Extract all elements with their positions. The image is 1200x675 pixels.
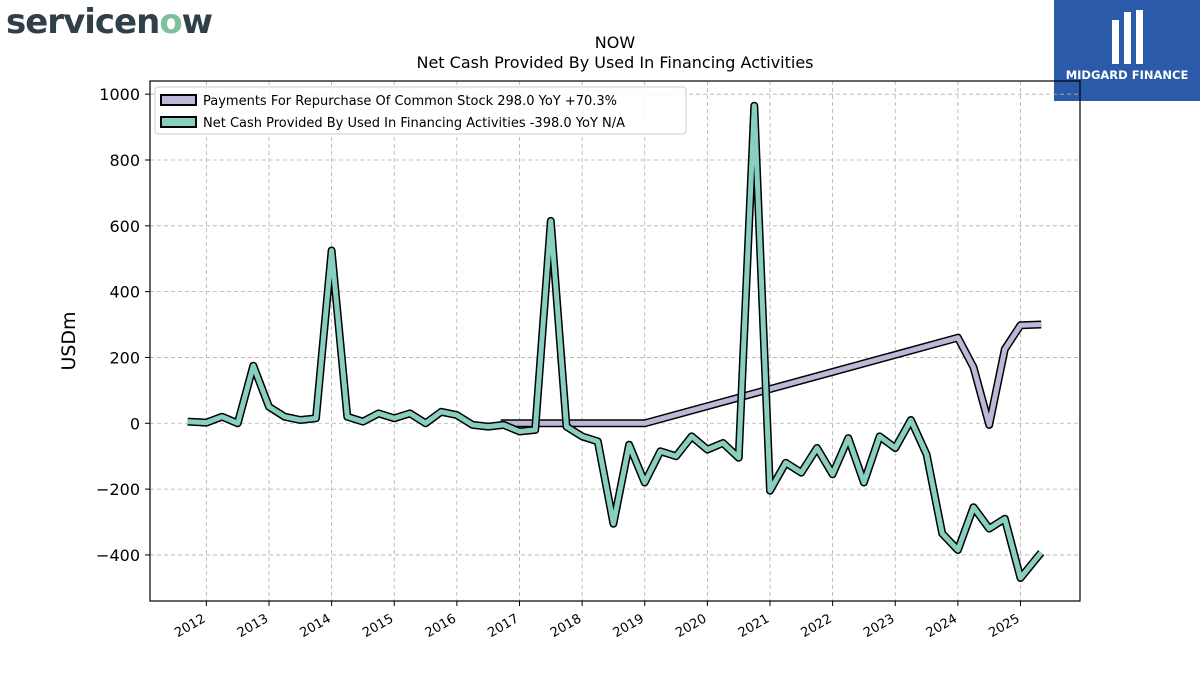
legend-swatch — [160, 94, 197, 106]
y-tick-label: 600 — [109, 217, 140, 236]
y-tick-label: 1000 — [99, 85, 140, 104]
x-tick-label: 2015 — [360, 611, 396, 641]
midgard-finance-logo: MIDGARD FINANCE — [1054, 0, 1200, 101]
y-tick-label: 0 — [130, 414, 140, 433]
legend-box — [154, 86, 687, 135]
series-line — [187, 103, 1044, 581]
x-tick-label: 2021 — [736, 611, 772, 641]
x-tick-label: 2012 — [172, 611, 208, 641]
legend: Payments For Repurchase Of Common Stock … — [154, 86, 687, 135]
midgard-emblem-icon — [1112, 10, 1143, 64]
x-tick-label: 2024 — [924, 611, 960, 641]
x-tick-label: 2023 — [861, 611, 897, 641]
x-tick-label: 2019 — [611, 611, 647, 641]
chart-subtitle: Net Cash Provided By Used In Financing A… — [416, 53, 813, 72]
chart-title: NOW — [595, 33, 636, 52]
legend-label: Payments For Repurchase Of Common Stock … — [203, 94, 617, 109]
plot-frame — [149, 80, 1081, 602]
x-tick-label: 2017 — [485, 611, 521, 641]
series-1 — [500, 320, 1042, 429]
y-tick-label: 200 — [109, 348, 140, 367]
x-tick-label: 2013 — [235, 611, 271, 641]
series-2 — [187, 101, 1045, 582]
y-tick-label: −200 — [96, 480, 140, 499]
servicenow-logo: servicenow — [6, 2, 213, 42]
x-tick-label: 2020 — [673, 611, 709, 641]
series-line — [500, 322, 1042, 428]
y-tick-label: 800 — [109, 151, 140, 170]
x-tick-label: 2016 — [423, 611, 459, 641]
x-tick-label: 2022 — [798, 611, 834, 641]
y-axis-label: USDm — [58, 311, 80, 370]
x-tick-label: 2018 — [548, 611, 584, 641]
legend-label: Net Cash Provided By Used In Financing A… — [203, 116, 625, 131]
y-tick-label: 400 — [109, 283, 140, 302]
x-tick-label: 2025 — [986, 611, 1022, 641]
x-tick-label: 2014 — [297, 611, 333, 641]
series-layer — [187, 101, 1045, 582]
midgard-finance-label: MIDGARD FINANCE — [1065, 68, 1189, 82]
legend-swatch — [160, 116, 197, 128]
y-tick-label: −400 — [96, 546, 140, 565]
